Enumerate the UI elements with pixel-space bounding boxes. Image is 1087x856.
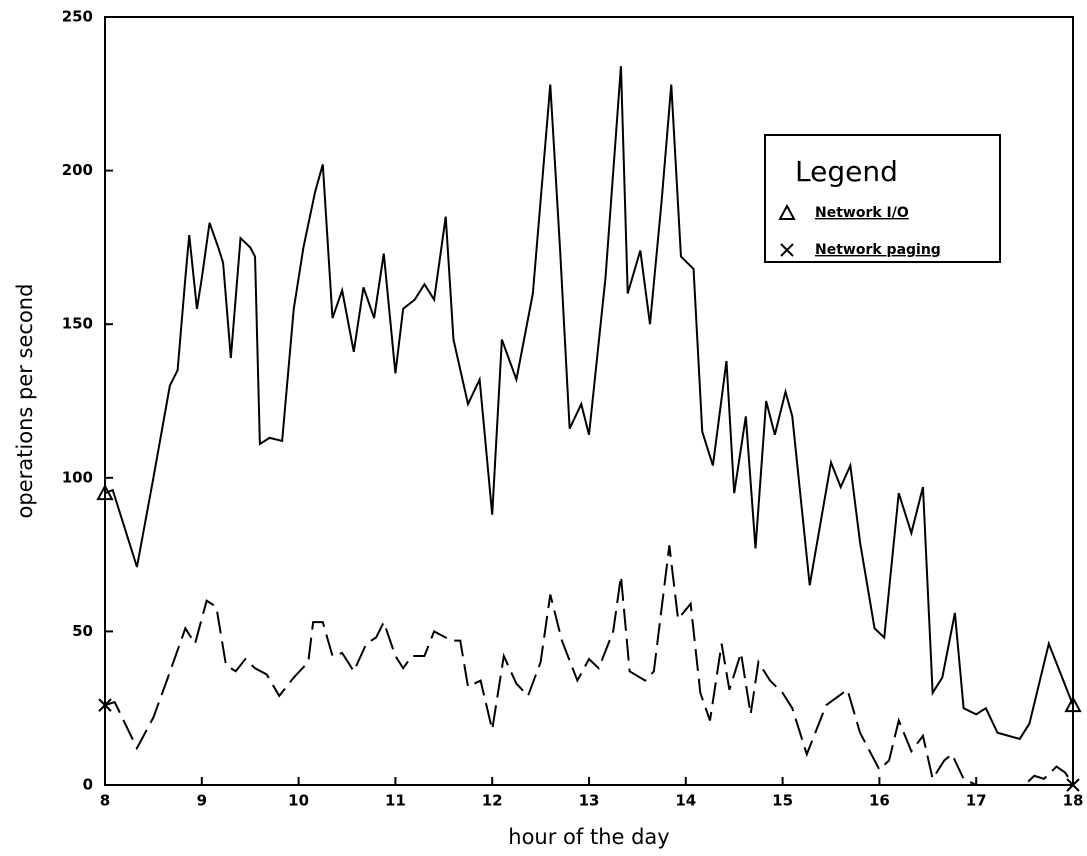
point-marker [98,698,112,712]
legend-box [764,134,1001,263]
x-tick-label: 17 [966,792,987,810]
plot-frame [104,16,1074,786]
y-tick-label: 0 [83,776,93,794]
legend-label: Network I/O [815,205,909,221]
x-tick-label: 12 [482,792,503,810]
series-line [104,66,1074,741]
x-tick-label: 11 [385,792,406,810]
legend-title: Legend [795,155,898,188]
legend-marker [778,203,796,220]
x-tick-label: 16 [869,792,890,810]
x-axis-title: hour of the day [508,825,669,849]
legend: Legend Network I/O Network paging [764,134,1001,263]
y-tick-label: 200 [62,161,93,179]
x-tick-label: 14 [675,792,696,810]
point-marker [96,484,114,501]
y-tick-label: 100 [62,468,93,486]
y-tick-label: 150 [62,315,93,333]
y-axis-title: operations per second [13,284,37,519]
x-tick-label: 15 [772,792,793,810]
y-tick-label: 250 [62,8,93,26]
x-tick-label: 8 [100,792,110,810]
point-marker [1066,778,1080,792]
legend-label: Network paging [815,242,941,258]
x-tick-label: 10 [288,792,309,810]
point-marker [1064,696,1082,713]
y-tick-label: 50 [72,622,93,640]
series-line [104,545,1074,786]
x-tick-label: 18 [1063,792,1084,810]
x-tick-label: 13 [579,792,600,810]
x-tick-label: 9 [197,792,207,810]
legend-marker [780,243,794,257]
